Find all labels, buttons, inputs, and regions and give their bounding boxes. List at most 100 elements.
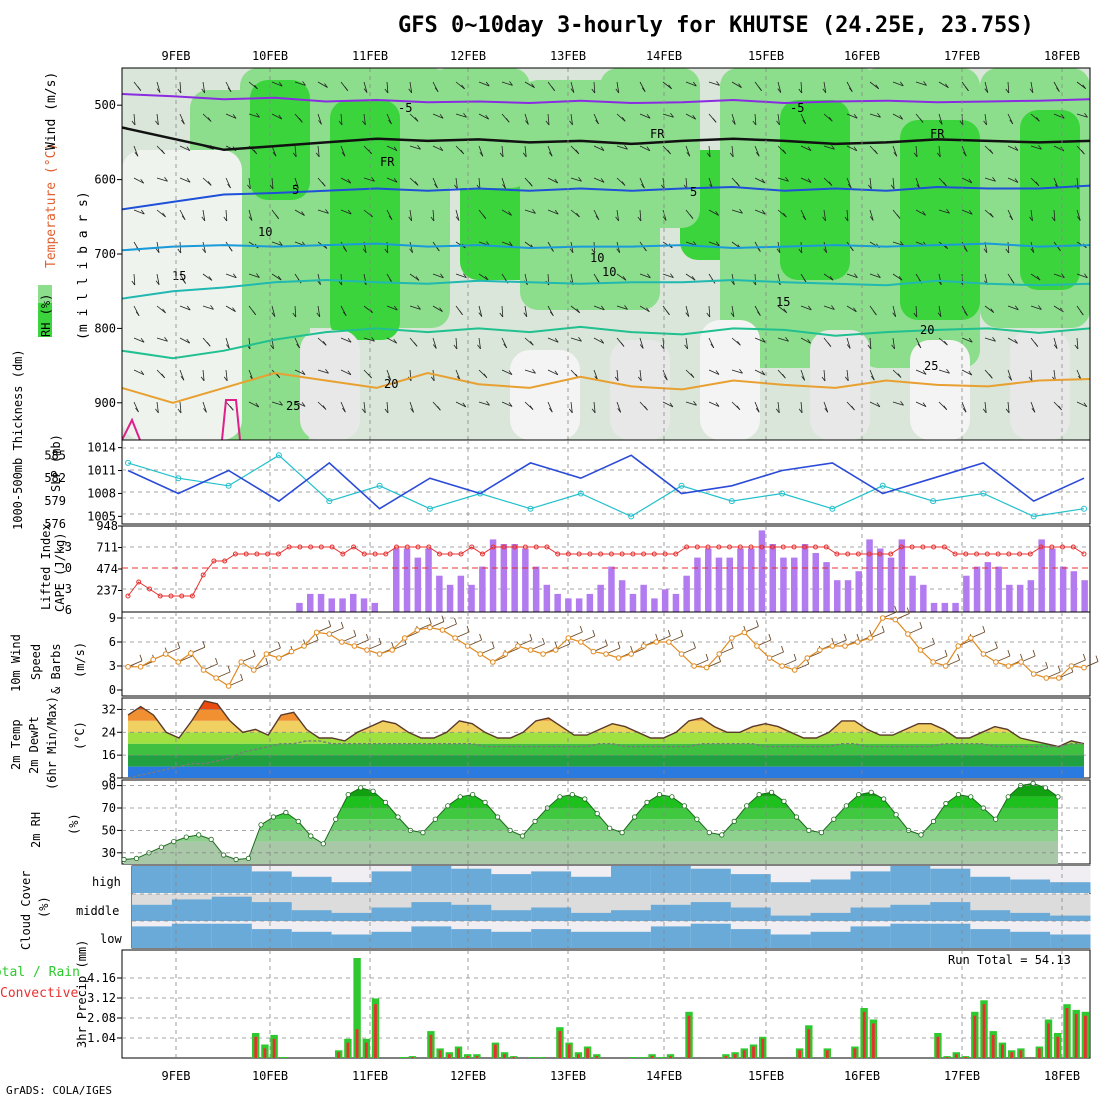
cape-bar xyxy=(758,530,766,612)
cloud-cell xyxy=(251,871,293,893)
cloud-cell xyxy=(1050,882,1091,893)
lifted-index-point xyxy=(931,544,937,550)
wind-barb xyxy=(386,305,398,311)
tick-label: 90 xyxy=(102,779,116,793)
wind-barb-flag xyxy=(670,273,674,278)
thickness-point xyxy=(678,482,685,489)
wind-barb xyxy=(570,81,575,93)
wind-barb-flag xyxy=(615,216,619,222)
rh-point xyxy=(694,816,700,822)
cape-bar xyxy=(328,598,335,612)
wind-barb xyxy=(363,113,366,125)
wind-barb-flag xyxy=(802,215,807,221)
dry-zone xyxy=(510,350,580,440)
wind-barb-flag xyxy=(807,339,811,344)
wind-barb xyxy=(639,369,642,381)
convective-bar xyxy=(964,1057,967,1058)
slp-series xyxy=(125,452,1087,520)
wind-barb xyxy=(248,113,260,118)
wind-barb-flag xyxy=(604,639,608,646)
wind-barb-flag xyxy=(783,308,788,313)
wind-barb-flag xyxy=(252,649,256,657)
wind-barb-flag xyxy=(730,641,734,649)
wind-barb-flag xyxy=(737,340,741,346)
wind-speed-point xyxy=(854,639,861,645)
wind-barb xyxy=(938,273,942,285)
wind-barb-flag xyxy=(761,209,766,215)
wind-barb xyxy=(317,145,320,157)
li-tick: 3 xyxy=(65,582,72,596)
wind-barb xyxy=(938,209,950,214)
wind-barb-flag xyxy=(777,88,782,93)
wind-barb-flag xyxy=(964,311,968,316)
tick-label: 9 xyxy=(109,611,116,625)
lifted-index-point xyxy=(984,551,990,557)
wind-barb xyxy=(248,369,254,381)
wind-barb-flag xyxy=(215,657,218,665)
wind-barb-flag xyxy=(277,275,282,281)
bottom-day-label: 14FEB xyxy=(646,1069,682,1083)
cloud-cell xyxy=(1050,915,1091,921)
top-day-label: 18FEB xyxy=(1044,49,1080,63)
lifted-index-point xyxy=(630,551,636,557)
cape-bar xyxy=(1049,548,1056,612)
wind-barb-flag xyxy=(1051,216,1056,222)
wind-speed-point xyxy=(1030,671,1037,677)
rh-point xyxy=(283,809,289,816)
wind-barb xyxy=(294,401,306,407)
rh-point xyxy=(221,852,227,858)
wind-barb xyxy=(1076,209,1081,221)
wind-barb-flag xyxy=(384,88,389,94)
rh-point xyxy=(270,814,276,820)
cloud-cell xyxy=(531,907,572,921)
temperature-axis: 32 24 16 8 xyxy=(102,702,122,785)
warm-contour xyxy=(122,417,141,440)
wind-speed-point xyxy=(829,643,836,649)
wind-barb-flag xyxy=(362,120,366,126)
thickness-point xyxy=(980,490,987,497)
cloud-cell xyxy=(491,874,532,893)
wind-barb xyxy=(800,145,812,151)
cape-bar xyxy=(694,557,701,612)
wind-barb-flag xyxy=(321,182,326,187)
wind-barb xyxy=(1007,401,1010,413)
lifted-index-point xyxy=(705,544,711,550)
temperature-band xyxy=(128,732,1084,744)
wind-speed-point xyxy=(615,655,622,661)
wind-barb-flag xyxy=(315,152,320,158)
wind-barb xyxy=(639,209,642,222)
wind-barb-flag xyxy=(643,246,647,252)
wind-barb-flag xyxy=(578,177,582,182)
wind-barb-flag xyxy=(207,117,212,122)
cloud-cell xyxy=(491,931,532,948)
wind-barb xyxy=(777,209,787,218)
wind-barb xyxy=(547,337,559,343)
cape-bar xyxy=(1081,580,1088,612)
top-day-label: 9FEB xyxy=(162,49,191,63)
humidity-shading xyxy=(122,68,1090,440)
wind-barb xyxy=(409,401,414,413)
wind-barb-flag xyxy=(877,273,881,278)
wind-barb-flag xyxy=(202,248,206,253)
wind-barb-flag xyxy=(783,212,787,218)
rh-point xyxy=(519,833,526,839)
wind-barb-flag xyxy=(435,246,440,252)
wind-barb-flag xyxy=(551,86,556,92)
wind-barb xyxy=(708,81,720,86)
wind-barb-flag xyxy=(637,216,642,222)
wind-barb-flag xyxy=(439,307,443,312)
wind-barb xyxy=(1076,401,1088,408)
cape-bar xyxy=(941,602,949,612)
contour-label: 10 xyxy=(258,225,272,239)
wind-barb-flag xyxy=(279,241,283,246)
convective-bar xyxy=(1001,1044,1004,1058)
precip-panel-frame xyxy=(121,949,1091,1059)
cloud-row-middle: middle xyxy=(76,904,119,918)
wind-barb xyxy=(777,337,789,342)
wind-barb-flag xyxy=(227,183,231,189)
wind-barb xyxy=(202,241,206,253)
cloud-cell xyxy=(650,904,692,921)
wind-barb-flag xyxy=(807,146,812,151)
cloud-cell xyxy=(690,868,732,893)
wind-barb-flag xyxy=(155,280,160,286)
